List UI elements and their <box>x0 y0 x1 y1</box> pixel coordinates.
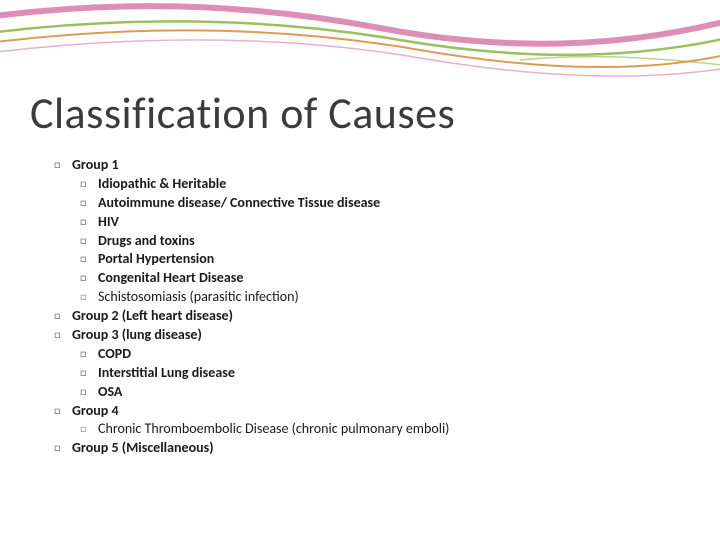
list-item: Idiopathic & Heritable <box>80 175 449 194</box>
slide: Classification of Causes Group 1 Idiopat… <box>0 0 720 540</box>
list-item: Group 3 (lung disease) <box>54 326 449 345</box>
list-item: OSA <box>80 383 449 402</box>
list-item: Group 4 <box>54 402 449 421</box>
list-item: Autoimmune disease/ Connective Tissue di… <box>80 194 449 213</box>
list-item: Interstitial Lung disease <box>80 364 449 383</box>
bullet-list: Group 1 Idiopathic & Heritable Autoimmun… <box>54 156 449 458</box>
list-item: Drugs and toxins <box>80 232 449 251</box>
list-item: Chronic Thromboembolic Disease (chronic … <box>80 420 449 439</box>
list-item: Group 2 (Left heart disease) <box>54 307 449 326</box>
list-item: Group 1 <box>54 156 449 175</box>
decorative-swoosh <box>0 0 720 80</box>
list-item: Schistosomiasis (parasitic infection) <box>80 288 449 307</box>
list-item: COPD <box>80 345 449 364</box>
list-item: HIV <box>80 213 449 232</box>
list-item: Portal Hypertension <box>80 250 449 269</box>
list-item: Group 5 (Miscellaneous) <box>54 439 449 458</box>
list-item: Congenital Heart Disease <box>80 269 449 288</box>
slide-title: Classification of Causes <box>30 86 455 140</box>
